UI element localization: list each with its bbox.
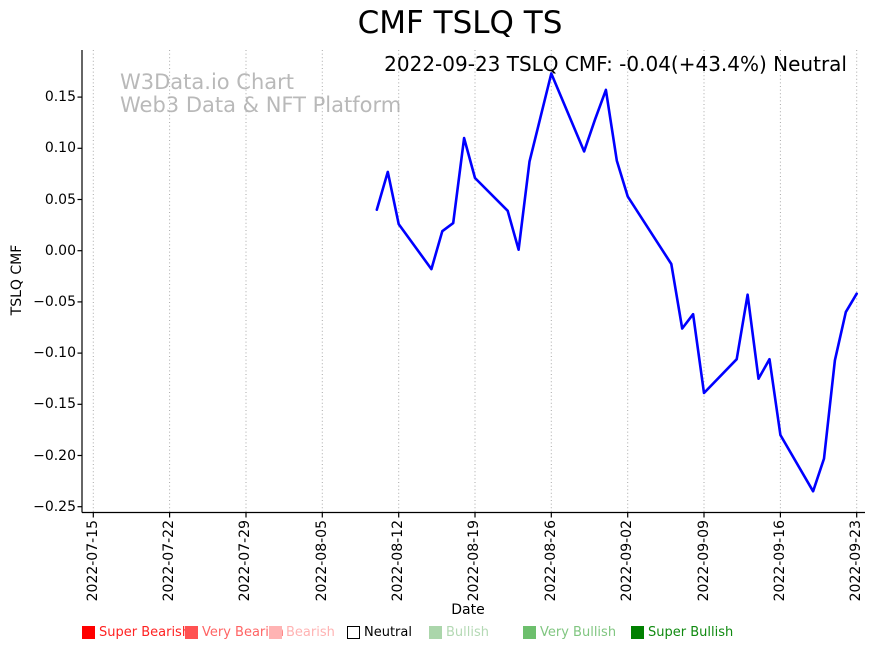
y-axis-label: TSLQ CMF bbox=[9, 244, 25, 316]
very-bearish-swatch-icon bbox=[185, 626, 198, 639]
super-bearish-swatch-icon bbox=[82, 626, 95, 639]
legend-item-very-bearish: Very Bearish bbox=[185, 625, 284, 640]
x-tick-label: 2022-09-02 bbox=[619, 520, 636, 602]
x-tick-label: 2022-08-12 bbox=[390, 520, 407, 602]
legend-label: Super Bearish bbox=[99, 625, 191, 640]
legend-label: Bearish bbox=[286, 625, 335, 640]
x-tick-label: 2022-09-16 bbox=[771, 520, 788, 602]
x-axis-label: Date bbox=[451, 602, 485, 618]
x-tick-label: 2022-07-15 bbox=[84, 520, 101, 602]
legend-item-bullish: Bullish bbox=[429, 625, 489, 640]
legend-label: Super Bullish bbox=[648, 625, 734, 640]
legend-item-neutral: Neutral bbox=[347, 625, 412, 640]
super-bullish-swatch-icon bbox=[631, 626, 644, 639]
x-tick-label: 2022-08-19 bbox=[466, 520, 483, 602]
x-tick-label: 2022-08-26 bbox=[542, 520, 559, 602]
legend-label: Very Bearish bbox=[202, 625, 284, 640]
very-bullish-swatch-icon bbox=[523, 626, 536, 639]
legend-item-super-bearish: Super Bearish bbox=[82, 625, 190, 640]
legend-item-bearish: Bearish bbox=[269, 625, 335, 640]
y-tick-label: 0.05 bbox=[44, 191, 76, 208]
latest-value-annotation: 2022-09-23 TSLQ CMF: -0.04(+43.4%) Neutr… bbox=[384, 52, 847, 76]
watermark-line-1: W3Data.io Chart bbox=[120, 70, 295, 94]
cmf-line bbox=[375, 72, 859, 493]
y-tick-label: −0.15 bbox=[33, 396, 76, 413]
x-tick-label: 2022-09-09 bbox=[695, 520, 712, 602]
legend-item-super-bullish: Super Bullish bbox=[631, 625, 733, 640]
legend-label: Bullish bbox=[446, 625, 490, 640]
bearish-swatch-icon bbox=[269, 626, 282, 639]
y-tick-label: −0.10 bbox=[33, 345, 76, 362]
x-tick-label: 2022-08-05 bbox=[313, 520, 330, 602]
legend-label: Neutral bbox=[364, 625, 412, 640]
y-tick-label: −0.20 bbox=[33, 447, 76, 464]
y-tick-label: −0.25 bbox=[33, 498, 76, 515]
legend-item-very-bullish: Very Bullish bbox=[523, 625, 616, 640]
x-tick-label: 2022-07-29 bbox=[237, 520, 254, 602]
watermark-line-2: Web3 Data & NFT Platform bbox=[120, 93, 402, 117]
x-tick-label: 2022-09-23 bbox=[848, 520, 865, 602]
y-tick-label: 0.10 bbox=[44, 140, 76, 157]
y-tick-label: 0.15 bbox=[44, 89, 76, 106]
y-tick-label: 0.00 bbox=[44, 242, 76, 259]
legend-label: Very Bullish bbox=[540, 625, 617, 640]
bullish-swatch-icon bbox=[429, 626, 442, 639]
neutral-swatch-icon bbox=[347, 626, 360, 639]
chart-title: CMF TSLQ TS bbox=[357, 5, 563, 41]
y-tick-label: −0.05 bbox=[33, 293, 76, 310]
x-tick-label: 2022-07-22 bbox=[161, 520, 178, 602]
